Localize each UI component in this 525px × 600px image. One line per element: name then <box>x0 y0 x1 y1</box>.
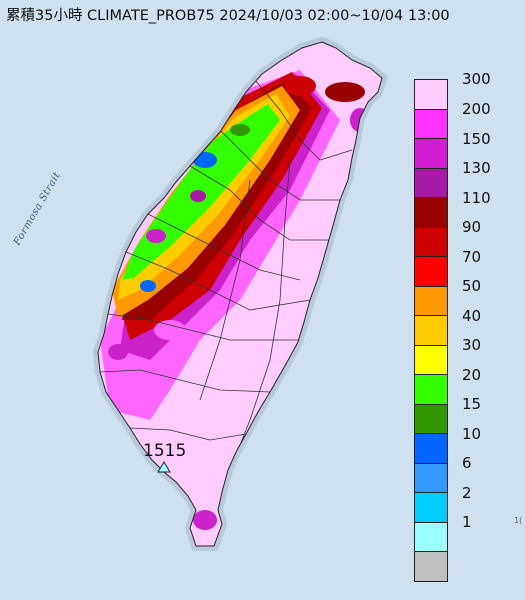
legend-label: 20 <box>462 365 482 384</box>
legend-swatch-bottom <box>414 551 448 582</box>
legend-swatch <box>414 344 448 375</box>
legend-swatch <box>414 374 448 405</box>
legend-top-label: 300 <box>462 70 491 88</box>
legend-label: 6 <box>462 454 472 472</box>
legend-labels: 200 150 130 110 90 70 50 40 30 20 15 10 6 2 1 <box>462 95 491 538</box>
legend-swatch <box>414 256 448 287</box>
legend-label: 40 <box>462 306 482 325</box>
legend-swatch-top <box>414 79 448 110</box>
edge-label: 1( <box>514 516 523 525</box>
legend-swatch <box>414 108 448 139</box>
max-station-marker <box>157 461 171 473</box>
legend-swatch <box>414 521 448 552</box>
legend-label: 30 <box>462 336 482 354</box>
legend-label: 110 <box>462 188 491 207</box>
legend-label: 200 <box>462 100 491 118</box>
legend-label: 50 <box>462 277 482 295</box>
legend-label: 150 <box>462 129 491 148</box>
legend-swatch <box>414 492 448 523</box>
legend-label: 90 <box>462 218 482 236</box>
legend-swatch <box>414 462 448 493</box>
legend-swatch <box>414 197 448 228</box>
legend-label: 10 <box>462 424 482 443</box>
legend-swatch <box>414 138 448 169</box>
legend-label: 15 <box>462 395 482 413</box>
map-title: 累積35小時 CLIMATE_PROB75 2024/10/03 02:00~1… <box>6 8 450 24</box>
legend-swatch <box>414 285 448 316</box>
legend-swatch <box>414 403 448 434</box>
legend-swatch <box>414 433 448 464</box>
legend-label: 130 <box>462 159 491 177</box>
legend-label: 70 <box>462 247 482 266</box>
legend-label: 1 <box>462 513 472 531</box>
max-value-label: 1515 <box>143 441 187 461</box>
legend-label: 2 <box>462 483 472 502</box>
legend-swatch <box>414 315 448 346</box>
legend-swatch <box>414 226 448 257</box>
legend-swatch <box>414 167 448 198</box>
color-legend <box>414 79 448 582</box>
